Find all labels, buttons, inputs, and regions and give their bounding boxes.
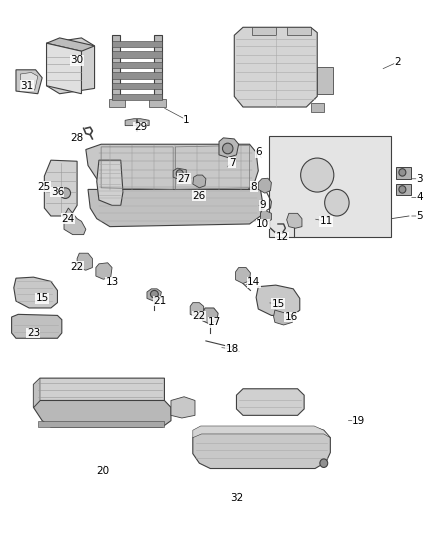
Text: 13: 13 — [106, 278, 119, 287]
Polygon shape — [311, 103, 324, 112]
Polygon shape — [112, 94, 162, 100]
Text: 9: 9 — [259, 200, 266, 211]
Polygon shape — [33, 378, 164, 407]
Ellipse shape — [60, 188, 71, 198]
Text: 26: 26 — [193, 191, 206, 201]
Text: 4: 4 — [417, 192, 423, 203]
Polygon shape — [16, 70, 42, 94]
Ellipse shape — [223, 143, 233, 154]
Polygon shape — [274, 310, 293, 325]
Polygon shape — [287, 27, 311, 35]
Polygon shape — [112, 83, 162, 90]
Ellipse shape — [150, 290, 158, 298]
Polygon shape — [252, 27, 276, 35]
Ellipse shape — [399, 168, 406, 176]
Polygon shape — [64, 208, 86, 235]
Polygon shape — [237, 389, 304, 415]
Polygon shape — [38, 421, 164, 427]
Polygon shape — [96, 263, 112, 279]
Polygon shape — [125, 119, 149, 126]
Text: 19: 19 — [352, 416, 365, 426]
Text: 6: 6 — [255, 147, 261, 157]
Polygon shape — [12, 314, 62, 338]
Ellipse shape — [399, 185, 406, 193]
Text: 12: 12 — [276, 232, 289, 243]
Text: 31: 31 — [20, 81, 34, 91]
Polygon shape — [396, 184, 411, 195]
Polygon shape — [258, 178, 272, 193]
Polygon shape — [193, 175, 206, 188]
Polygon shape — [112, 72, 162, 79]
Text: 32: 32 — [230, 492, 243, 503]
Text: 5: 5 — [417, 211, 423, 221]
Polygon shape — [77, 253, 92, 270]
Text: 7: 7 — [229, 158, 235, 168]
Text: 27: 27 — [177, 174, 191, 184]
Polygon shape — [173, 168, 186, 180]
Polygon shape — [33, 400, 171, 427]
Polygon shape — [112, 62, 162, 68]
Polygon shape — [190, 303, 204, 317]
Polygon shape — [112, 35, 120, 102]
Polygon shape — [154, 35, 162, 102]
Polygon shape — [20, 72, 38, 90]
Text: 22: 22 — [71, 262, 84, 271]
Text: 2: 2 — [395, 57, 401, 67]
Text: 18: 18 — [226, 344, 239, 354]
Polygon shape — [97, 160, 123, 205]
Polygon shape — [202, 308, 218, 324]
Text: 17: 17 — [208, 317, 221, 327]
Polygon shape — [149, 99, 166, 107]
Polygon shape — [112, 41, 162, 47]
Text: 21: 21 — [153, 296, 167, 306]
Polygon shape — [44, 160, 77, 216]
Text: 3: 3 — [417, 174, 423, 184]
Polygon shape — [287, 213, 302, 228]
Polygon shape — [261, 209, 272, 222]
Polygon shape — [219, 138, 239, 158]
Text: 10: 10 — [256, 219, 269, 229]
Text: 15: 15 — [271, 298, 285, 309]
Polygon shape — [236, 268, 251, 284]
Text: 16: 16 — [284, 312, 298, 322]
Text: 36: 36 — [51, 187, 64, 197]
Polygon shape — [147, 289, 161, 301]
Polygon shape — [109, 99, 125, 107]
Text: 1: 1 — [183, 115, 190, 125]
Polygon shape — [14, 277, 57, 308]
Polygon shape — [86, 144, 258, 195]
Text: 28: 28 — [71, 133, 84, 143]
Text: 24: 24 — [62, 214, 75, 224]
Polygon shape — [112, 51, 162, 58]
Polygon shape — [256, 285, 300, 316]
Polygon shape — [396, 166, 411, 179]
Text: 22: 22 — [193, 311, 206, 321]
Polygon shape — [193, 427, 330, 469]
Ellipse shape — [320, 459, 328, 467]
Text: 15: 15 — [35, 293, 49, 303]
Text: 14: 14 — [247, 278, 261, 287]
Text: 29: 29 — [134, 122, 147, 132]
Ellipse shape — [176, 169, 183, 177]
Polygon shape — [234, 27, 317, 107]
Text: 8: 8 — [251, 182, 257, 192]
Polygon shape — [46, 38, 95, 94]
Text: 20: 20 — [97, 466, 110, 476]
Text: 25: 25 — [38, 182, 51, 192]
Polygon shape — [193, 426, 330, 438]
Text: 30: 30 — [71, 55, 84, 65]
Polygon shape — [317, 67, 332, 94]
Polygon shape — [88, 189, 263, 227]
Ellipse shape — [325, 189, 349, 216]
Polygon shape — [33, 378, 40, 407]
Text: 23: 23 — [27, 328, 40, 338]
Polygon shape — [171, 397, 195, 418]
Polygon shape — [46, 43, 81, 94]
Text: 11: 11 — [319, 216, 332, 227]
Polygon shape — [269, 136, 392, 237]
Ellipse shape — [300, 158, 334, 192]
Polygon shape — [46, 38, 95, 51]
